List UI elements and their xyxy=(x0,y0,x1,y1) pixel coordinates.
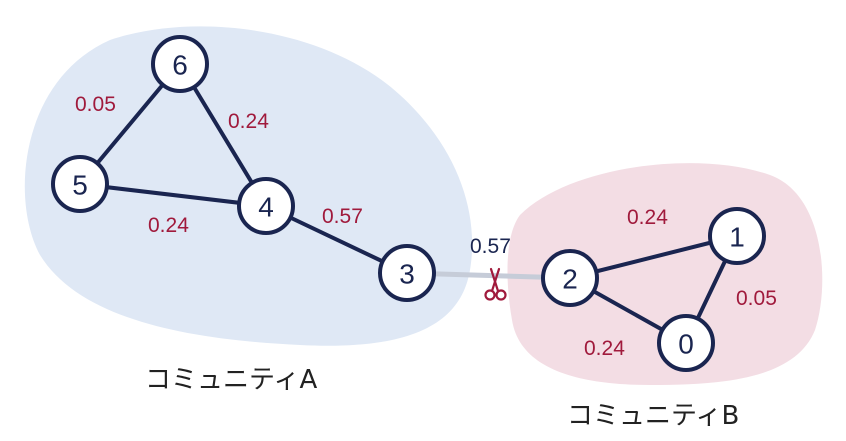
node-2-label: 2 xyxy=(562,264,578,295)
edge-1-0-weight: 0.05 xyxy=(736,287,777,310)
node-4: 4 xyxy=(237,177,295,235)
edge-3-2-weight: 0.57 xyxy=(470,235,511,258)
node-5-label: 5 xyxy=(72,170,88,201)
scissors-icon xyxy=(484,267,507,301)
node-0-label: 0 xyxy=(678,329,694,360)
node-1-label: 1 xyxy=(729,222,745,253)
community-a-label: コミュニティA xyxy=(145,365,317,395)
node-2: 2 xyxy=(541,249,599,307)
edge-2-1-weight: 0.24 xyxy=(627,206,668,229)
node-5: 5 xyxy=(51,155,109,213)
node-0: 0 xyxy=(657,314,715,372)
node-4-label: 4 xyxy=(258,192,274,223)
edge-6-4-weight: 0.24 xyxy=(228,110,269,133)
edge-2-0-weight: 0.24 xyxy=(584,337,625,360)
node-3: 3 xyxy=(378,244,436,302)
node-1: 1 xyxy=(708,207,766,265)
node-3-label: 3 xyxy=(399,259,415,290)
edge-4-3-weight: 0.57 xyxy=(322,205,363,228)
edge-5-4-weight: 0.24 xyxy=(148,214,189,237)
community-b-label: コミュニティB xyxy=(567,401,739,431)
node-6: 6 xyxy=(151,35,209,93)
edge-6-5-weight: 0.05 xyxy=(75,93,116,116)
node-6-label: 6 xyxy=(172,50,188,81)
edge-5-4 xyxy=(78,182,268,208)
